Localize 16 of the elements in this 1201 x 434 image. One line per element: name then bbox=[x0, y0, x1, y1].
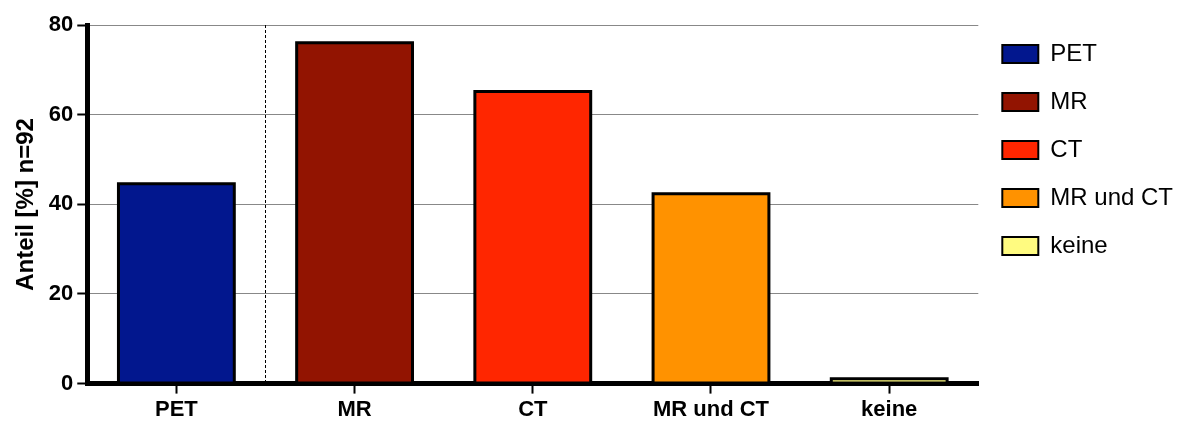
legend-label: MR bbox=[1050, 86, 1088, 114]
x-tick-label: MR bbox=[337, 395, 372, 421]
y-tick-label: 80 bbox=[48, 11, 74, 37]
x-tick-label: CT bbox=[518, 395, 549, 421]
y-tick-label: 20 bbox=[48, 280, 74, 306]
legend-label: MR und CT bbox=[1050, 182, 1174, 210]
y-axis-title: Anteil [%] n=92 bbox=[11, 118, 39, 291]
legend-label: CT bbox=[1050, 134, 1083, 162]
legend-label: PET bbox=[1050, 38, 1098, 66]
x-tick-label: MR und CT bbox=[652, 395, 770, 421]
x-tick-label: PET bbox=[154, 395, 199, 421]
y-tick-label: 40 bbox=[48, 190, 74, 216]
y-tick-label: 60 bbox=[48, 100, 74, 126]
legend-label: keine bbox=[1050, 230, 1108, 258]
y-tick-label: 0 bbox=[61, 369, 74, 395]
x-tick-label: keine bbox=[861, 395, 918, 421]
